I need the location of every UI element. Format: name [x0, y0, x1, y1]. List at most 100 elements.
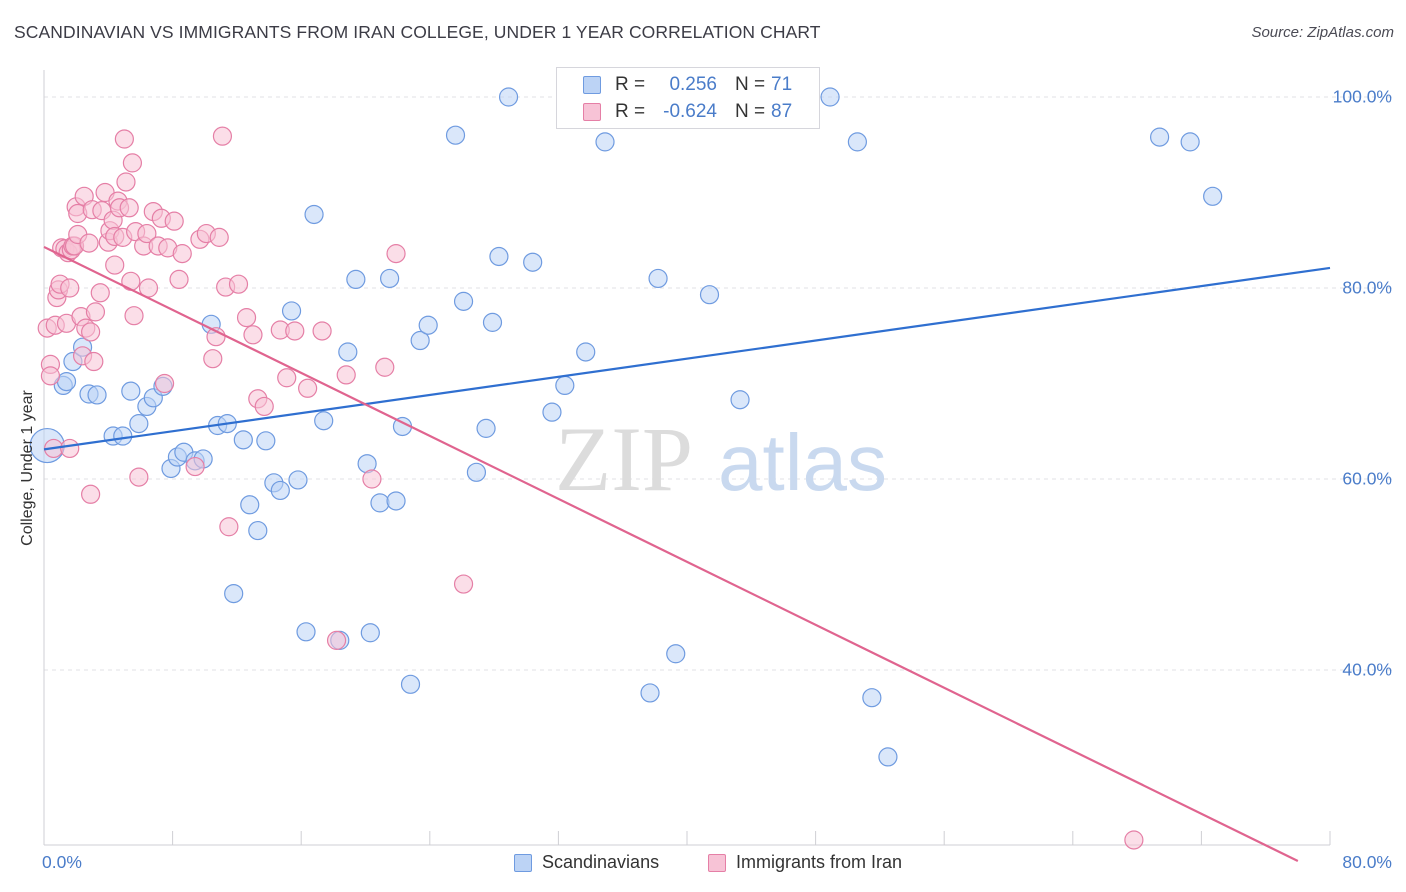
data-point: [445, 125, 466, 145]
data-point: [370, 493, 390, 513]
data-point: [360, 623, 380, 643]
data-point: [862, 688, 882, 708]
data-point: [79, 233, 99, 253]
data-point: [121, 381, 141, 401]
data-point: [124, 306, 144, 326]
y-tick-label: 100.0%: [1332, 86, 1392, 107]
data-point: [666, 644, 686, 664]
data-point: [595, 132, 615, 152]
stats-row-iran: R = -0.624 N = 87: [557, 101, 819, 127]
data-point: [209, 227, 229, 247]
data-point: [240, 495, 260, 515]
data-point: [236, 308, 257, 328]
data-point: [1180, 132, 1200, 152]
data-point: [1124, 830, 1144, 850]
data-point: [60, 438, 80, 459]
data-point: [410, 330, 430, 351]
data-point: [233, 430, 253, 450]
legend: Scandinavians Immigrants from Iran: [0, 852, 1406, 878]
data-point: [730, 390, 750, 410]
y-tick-label: 60.0%: [1342, 468, 1392, 489]
data-point: [116, 172, 136, 192]
data-point: [121, 271, 141, 291]
data-point: [542, 402, 562, 422]
data-point: [172, 244, 192, 264]
stats-swatch: [583, 76, 601, 94]
data-point: [277, 368, 297, 388]
r-label: R =: [615, 101, 646, 122]
data-point: [87, 385, 107, 405]
data-point: [129, 414, 149, 434]
data-point: [56, 371, 77, 392]
data-point: [224, 583, 244, 604]
data-point: [185, 456, 205, 477]
legend-label: Immigrants from Iran: [736, 852, 903, 872]
watermark-atlas: atlas: [718, 418, 887, 507]
data-point: [304, 204, 324, 225]
data-point: [90, 283, 110, 303]
data-point: [154, 373, 175, 394]
watermark-zip: ZIP: [555, 408, 693, 510]
n-label: N =: [735, 101, 766, 122]
data-point: [362, 469, 382, 489]
x-tick-label-max: 80.0%: [1342, 852, 1392, 872]
data-point: [129, 467, 149, 487]
data-point: [640, 683, 660, 703]
trend-line: [43, 266, 1331, 451]
data-point: [296, 622, 316, 642]
n-value: 71: [771, 74, 793, 95]
trend-line: [43, 245, 1299, 862]
data-point: [281, 301, 302, 321]
data-point: [219, 517, 239, 537]
data-point: [476, 418, 496, 438]
data-point: [270, 480, 290, 501]
data-point: [699, 285, 720, 305]
watermark: ZIP atlas: [555, 408, 887, 510]
y-tick-label: 40.0%: [1342, 659, 1392, 680]
legend-swatch: [514, 854, 532, 872]
data-point: [137, 223, 157, 244]
stats-swatch: [583, 103, 601, 121]
data-point: [386, 244, 406, 264]
data-point: [555, 375, 575, 396]
data-point: [400, 674, 421, 694]
legend-label: Scandinavians: [542, 852, 660, 872]
data-point: [113, 426, 133, 446]
y-tick-label: 80.0%: [1342, 277, 1392, 298]
data-point: [243, 325, 263, 345]
data-point: [298, 378, 318, 398]
r-value: -0.624: [663, 101, 717, 122]
data-point: [523, 252, 543, 272]
data-point: [122, 153, 143, 173]
chart-title: SCANDINAVIAN VS IMMIGRANTS FROM IRAN COL…: [14, 22, 821, 42]
data-point: [820, 87, 840, 107]
data-point: [84, 351, 104, 372]
data-point: [466, 462, 487, 482]
data-point: [85, 302, 106, 322]
data-point: [453, 574, 474, 594]
x-tick-label-min: 0.0%: [42, 852, 82, 872]
data-point: [314, 411, 334, 431]
data-point: [164, 211, 184, 231]
data-point: [489, 246, 509, 267]
n-value: 87: [771, 101, 793, 122]
data-point: [285, 321, 305, 341]
data-point: [375, 357, 395, 377]
data-point: [248, 520, 268, 541]
data-point: [482, 312, 503, 332]
data-point: [346, 269, 366, 290]
data-point: [453, 291, 474, 311]
data-point: [60, 278, 80, 298]
data-point: [212, 126, 233, 146]
stats-box: R = 0.256 N = 71 R = -0.624 N = 87: [556, 67, 820, 129]
data-point: [1150, 127, 1170, 147]
data-point: [326, 630, 347, 650]
trend-lines: [43, 245, 1331, 862]
data-point: [81, 484, 101, 504]
data-point: [576, 342, 596, 362]
data-point: [81, 322, 101, 342]
source-label: Source: ZipAtlas.com: [1251, 24, 1394, 41]
data-point: [40, 366, 61, 386]
data-point: [203, 349, 223, 369]
